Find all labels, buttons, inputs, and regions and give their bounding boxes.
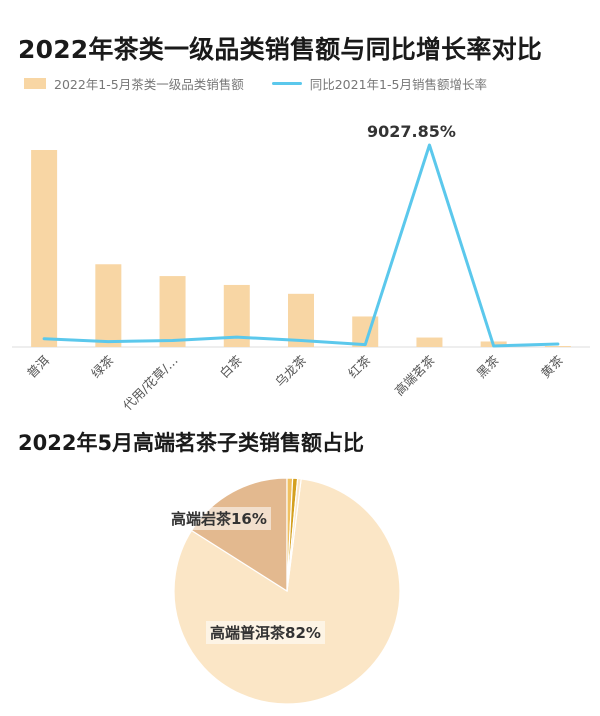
legend-line-label: 同比2021年1-5月销售额增长率 [309,77,487,92]
pie-chart-title: 2022年5月高端茗茶子类销售额占比 [18,431,365,455]
bar-1 [95,264,122,347]
legend-bar-swatch [24,78,46,89]
legend-bar-label: 2022年1-5月茶类一级品类销售额 [54,77,244,92]
bar-6 [416,337,443,347]
bar-chart-legend: 2022年1-5月茶类一级品类销售额 同比2021年1-5月销售额增长率 [24,74,487,93]
line-data-label-0: 9027.85% [367,122,456,141]
pie-slice-label-pu-er: 高端普洱茶82% [206,621,325,644]
bar-8 [544,346,571,347]
bar-2 [159,276,186,347]
pie-slice-4 [286,477,302,592]
bar-4 [288,293,314,347]
bar-chart-title: 2022年茶类一级品类销售额与同比增长率对比 [18,35,542,64]
pie-slice-label-yancha: 高端岩茶16% [167,507,271,530]
bar-0 [31,150,58,347]
legend-line-swatch [271,82,302,85]
